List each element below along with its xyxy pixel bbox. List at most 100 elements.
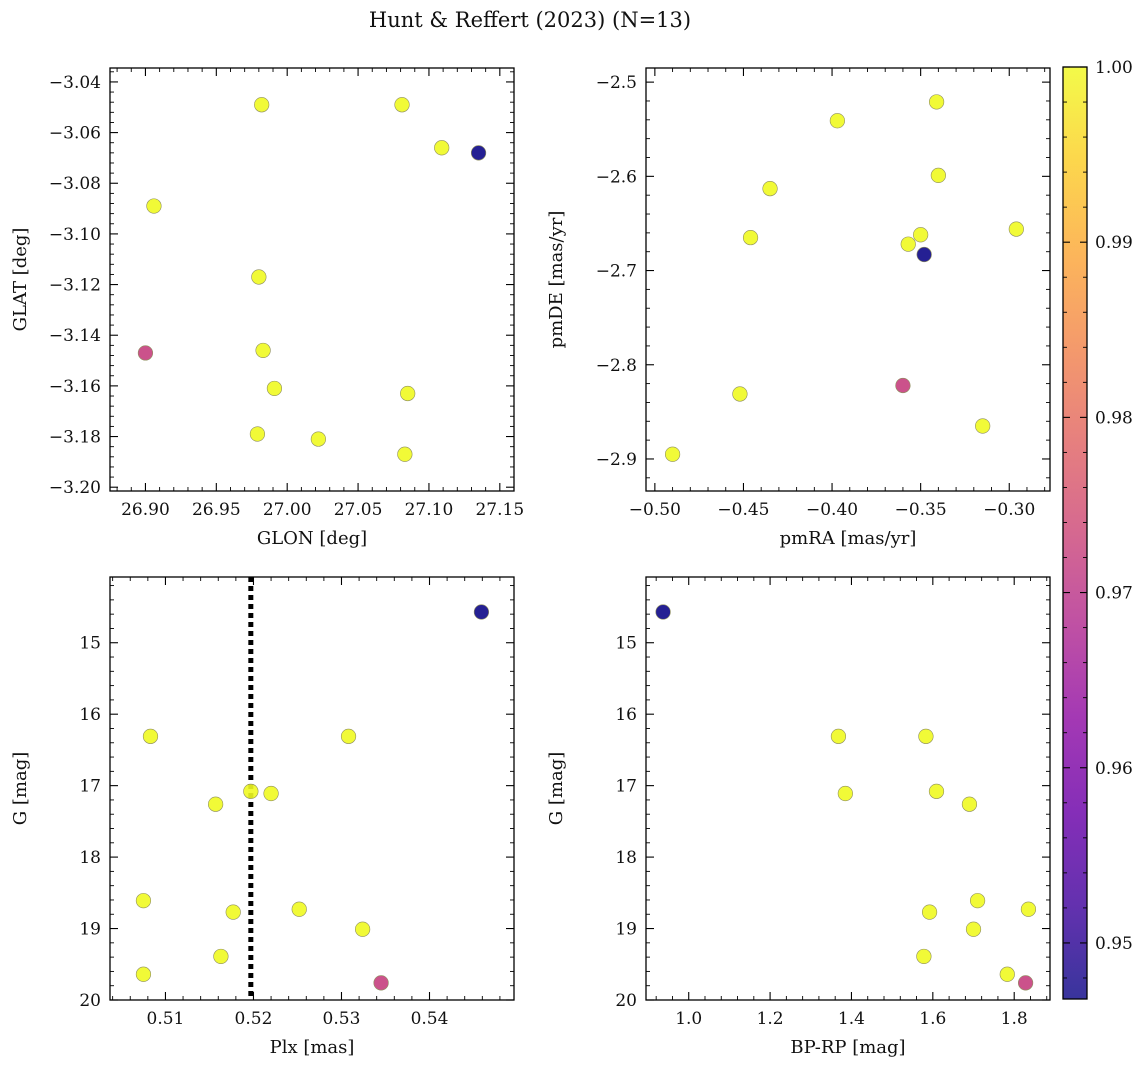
points — [135, 604, 490, 991]
data-point — [470, 145, 487, 161]
data-point — [137, 345, 154, 361]
data-point — [965, 921, 982, 937]
points — [655, 604, 1037, 991]
y-tick-label: −3.06 — [49, 124, 101, 144]
data-point — [142, 728, 159, 744]
axes-frame — [109, 576, 515, 1001]
data-point — [664, 446, 681, 462]
y-axis-label: G [mag] — [10, 752, 31, 825]
axes-frame — [109, 67, 515, 492]
x-axis-label: GLON [deg] — [257, 528, 367, 549]
y-tick-label: −2.8 — [596, 356, 637, 376]
data-point — [213, 948, 229, 965]
y-tick-label: 20 — [615, 991, 637, 1011]
data-point — [373, 975, 389, 991]
x-axis-label: Plx [mas] — [270, 1037, 355, 1058]
data-point — [928, 783, 945, 799]
x-tick-label: 27.00 — [263, 500, 312, 520]
y-tick-label: 20 — [79, 991, 101, 1011]
data-point — [340, 728, 357, 744]
data-point — [397, 446, 413, 462]
data-point — [254, 97, 270, 113]
x-tick-label: 1.8 — [1001, 1009, 1028, 1029]
data-point — [742, 229, 759, 246]
colorbar-tick-label: 0.98 — [1095, 408, 1133, 428]
y-tick-label: −3.18 — [49, 428, 101, 448]
colorbar-tick-label: 0.97 — [1095, 584, 1133, 604]
data-point — [830, 728, 847, 744]
x-tick-label: 27.15 — [475, 500, 524, 520]
x-tick-label: 1.0 — [675, 1009, 702, 1029]
panel-plx: 0.51 0.52 0.53 0.54 15 16 17 18 19 20 Plx [mas] G [… — [10, 576, 515, 1058]
y-axis-label: GLAT [deg] — [10, 228, 31, 332]
data-point — [999, 966, 1015, 982]
data-point — [918, 728, 934, 744]
data-point — [921, 904, 938, 920]
y-tick-label: 19 — [79, 920, 101, 940]
colorbar-tick-label: 1.00 — [1095, 58, 1133, 78]
data-point — [135, 893, 152, 909]
y-tick-label: −2.7 — [596, 262, 637, 282]
y-tick-label: −3.16 — [49, 377, 101, 397]
y-tick-label: 19 — [615, 920, 637, 940]
data-point — [263, 785, 279, 802]
points — [137, 97, 487, 462]
y-tick-label: 15 — [79, 634, 101, 654]
x-axis-label: pmRA [mas/yr] — [780, 528, 917, 549]
data-point — [310, 431, 326, 447]
data-point — [969, 893, 986, 909]
data-point — [913, 227, 929, 243]
colorbar: 0.95 0.96 0.97 0.98 0.99 1.00 — [1062, 58, 1133, 1000]
scatter-panels: 26.90 26.95 27.00 27.05 27.10 27.15 −3.20 −3.18… — [10, 67, 1051, 1058]
data-point — [655, 604, 671, 620]
data-point — [146, 198, 162, 214]
data-point — [291, 901, 307, 917]
y-tick-label: −2.9 — [596, 450, 637, 470]
axes-frame — [645, 67, 1051, 492]
y-axis-label: pmDE [mas/yr] — [546, 211, 567, 349]
y-tick-label: −3.20 — [49, 478, 101, 498]
y-tick-label: 17 — [615, 777, 637, 797]
data-point — [928, 94, 945, 110]
y-tick-label: −3.12 — [49, 276, 101, 296]
y-tick-label: 16 — [615, 705, 637, 725]
data-point — [135, 966, 152, 982]
data-point — [473, 604, 490, 620]
x-tick-label: −0.45 — [717, 500, 769, 520]
y-tick-label: 16 — [79, 705, 101, 725]
data-point — [355, 921, 371, 937]
data-point — [961, 796, 978, 812]
panel-pm: −0.50 −0.45 −0.40 −0.35 −0.30 −2.9 −2.8 −2.7 −2.… — [546, 67, 1051, 549]
data-point — [243, 783, 259, 799]
data-point — [434, 140, 450, 156]
data-point — [900, 236, 916, 252]
data-point — [1008, 221, 1024, 237]
data-point — [255, 342, 271, 359]
y-tick-label: 17 — [79, 777, 101, 797]
colorbar-tick-label: 0.99 — [1095, 233, 1133, 253]
x-tick-label: 0.52 — [235, 1009, 273, 1029]
x-tick-label: 27.05 — [334, 500, 383, 520]
x-tick-label: −0.30 — [983, 500, 1035, 520]
x-tick-label: 1.4 — [838, 1009, 865, 1029]
colorbar-gradient — [1062, 66, 1088, 1000]
y-tick-label: −2.6 — [596, 167, 637, 187]
colorbar-tick-label: 0.96 — [1095, 759, 1133, 779]
data-point — [1017, 975, 1034, 991]
data-point — [930, 167, 946, 183]
y-axis-label: G [mag] — [546, 752, 567, 825]
x-tick-label: 26.90 — [121, 500, 170, 520]
y-tick-label: 15 — [615, 634, 637, 654]
x-tick-label: 27.10 — [405, 500, 454, 520]
data-point — [837, 785, 853, 802]
y-tick-label: −3.14 — [49, 326, 101, 346]
data-point — [732, 386, 748, 402]
data-point — [225, 904, 241, 920]
data-point — [916, 948, 932, 965]
panel-cmd: 1.0 1.2 1.4 1.6 1.8 15 16 17 18 19 20 BP-RP [mag] G … — [546, 576, 1051, 1058]
data-point — [975, 418, 991, 434]
y-tick-label: −3.08 — [49, 174, 101, 194]
colorbar-tick-label: 0.95 — [1095, 934, 1133, 954]
x-tick-label: 0.53 — [323, 1009, 361, 1029]
